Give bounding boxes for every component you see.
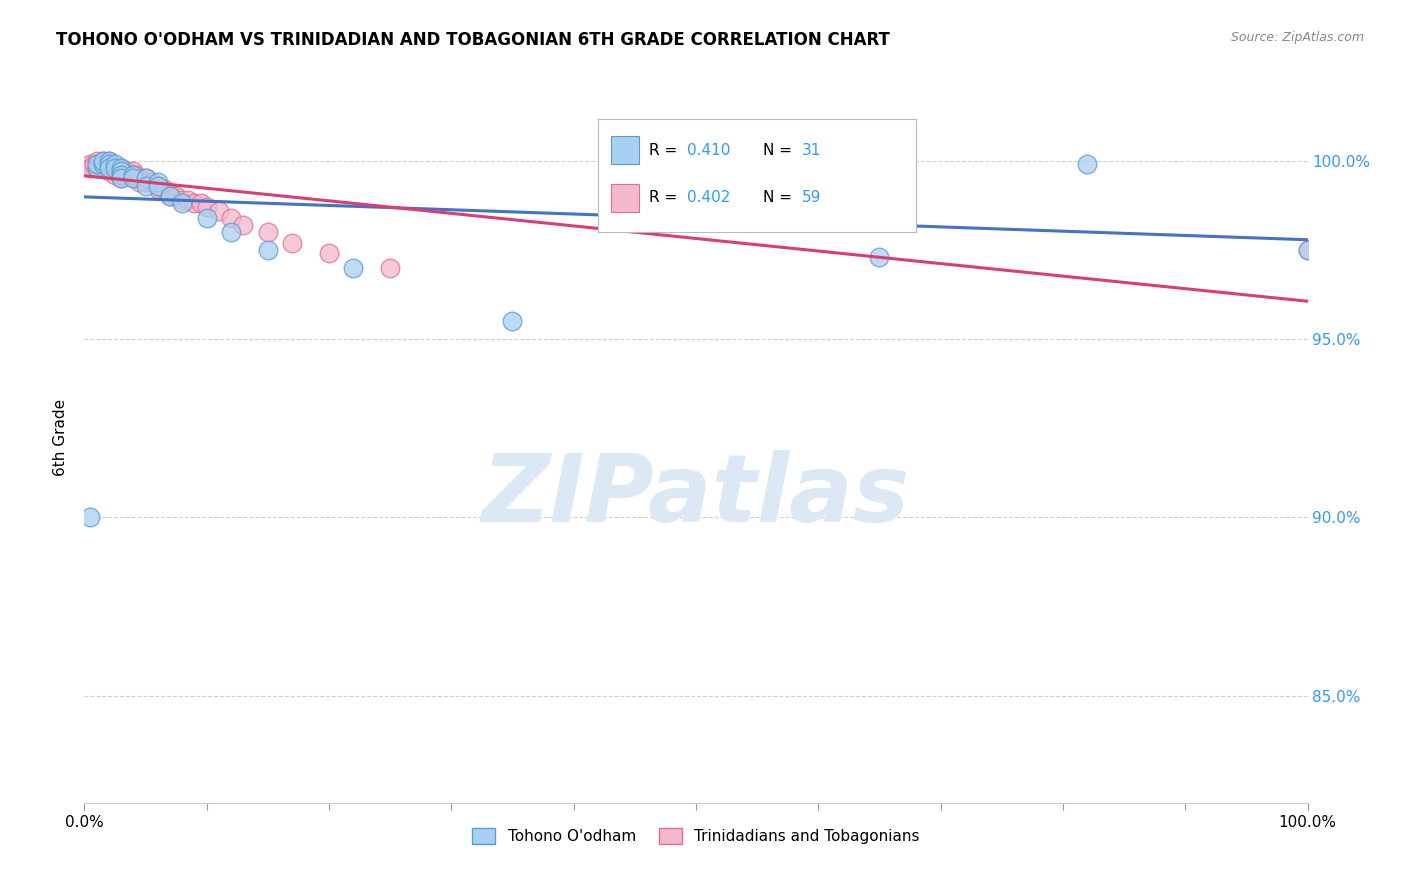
Point (257, 243, 280, 257)
Point (86, 161, 108, 175)
Point (165, 189, 187, 203)
Point (380, 260, 402, 275)
Point (141, 175, 163, 189)
Point (100, 157, 122, 171)
Point (110, 164, 132, 178)
Point (122, 171, 145, 186)
Point (502, 314, 524, 328)
Point (135, 175, 157, 189)
Point (86, 153, 108, 168)
Point (177, 193, 200, 207)
Point (159, 186, 181, 200)
Point (97, 157, 120, 171)
Point (122, 168, 145, 182)
Point (91, 153, 114, 168)
Point (110, 168, 132, 182)
Point (110, 161, 132, 175)
Point (219, 225, 242, 239)
Point (257, 225, 280, 239)
Point (1296, 243, 1319, 257)
Point (115, 164, 138, 178)
Point (281, 235, 304, 250)
Point (110, 161, 132, 175)
Point (104, 161, 127, 175)
Point (135, 171, 157, 186)
Point (86, 161, 108, 175)
Point (120, 168, 142, 182)
Point (91, 157, 114, 171)
Point (128, 175, 150, 189)
Point (122, 171, 145, 186)
Point (79, 510, 101, 524)
Point (97, 161, 120, 175)
Point (87, 161, 110, 175)
Point (100, 161, 122, 175)
Point (195, 211, 218, 225)
Point (96, 161, 118, 175)
Point (91, 153, 114, 168)
Point (342, 260, 364, 275)
Point (869, 250, 891, 264)
Point (91, 157, 114, 171)
Point (190, 196, 212, 211)
Point (86, 157, 108, 171)
Point (110, 171, 132, 186)
Point (110, 171, 132, 186)
Point (122, 164, 145, 178)
Point (159, 189, 181, 203)
Point (79, 161, 101, 175)
Point (97, 157, 120, 171)
Point (318, 246, 340, 260)
Point (146, 175, 169, 189)
Point (219, 211, 242, 225)
Point (104, 157, 127, 171)
Point (146, 182, 169, 196)
Point (104, 161, 127, 175)
Point (128, 171, 150, 186)
Text: TOHONO O'ODHAM VS TRINIDADIAN AND TOBAGONIAN 6TH GRADE CORRELATION CHART: TOHONO O'ODHAM VS TRINIDADIAN AND TOBAGO… (56, 31, 890, 49)
Point (146, 178, 169, 193)
Point (195, 200, 218, 214)
Point (115, 168, 138, 182)
Point (183, 196, 205, 211)
Point (747, 164, 769, 178)
Point (125, 168, 148, 182)
Point (172, 196, 194, 211)
Point (104, 164, 127, 178)
Point (232, 218, 254, 232)
Point (97, 153, 120, 168)
Point (79, 157, 101, 171)
Point (107, 164, 129, 178)
Point (110, 164, 132, 178)
Point (159, 189, 181, 203)
Point (208, 203, 231, 218)
Point (110, 168, 132, 182)
Point (153, 182, 176, 196)
Point (97, 161, 120, 175)
Point (104, 168, 127, 182)
Point (1076, 157, 1098, 171)
Point (135, 171, 157, 186)
Point (83, 157, 105, 171)
Point (135, 178, 157, 193)
Y-axis label: 6th Grade: 6th Grade (53, 399, 69, 475)
Text: ZIPatlas: ZIPatlas (482, 450, 910, 541)
Point (97, 164, 120, 178)
Point (172, 193, 194, 207)
Text: Source: ZipAtlas.com: Source: ZipAtlas.com (1230, 31, 1364, 45)
Point (146, 178, 169, 193)
Point (1296, 243, 1319, 257)
Point (96, 157, 118, 171)
Point (97, 153, 120, 168)
Point (91, 161, 114, 175)
Point (86, 157, 108, 171)
Point (112, 164, 135, 178)
Legend: Tohono O'odham, Trinidadians and Tobagonians: Tohono O'odham, Trinidadians and Tobagon… (467, 822, 925, 850)
Point (122, 168, 145, 182)
Point (107, 161, 129, 175)
